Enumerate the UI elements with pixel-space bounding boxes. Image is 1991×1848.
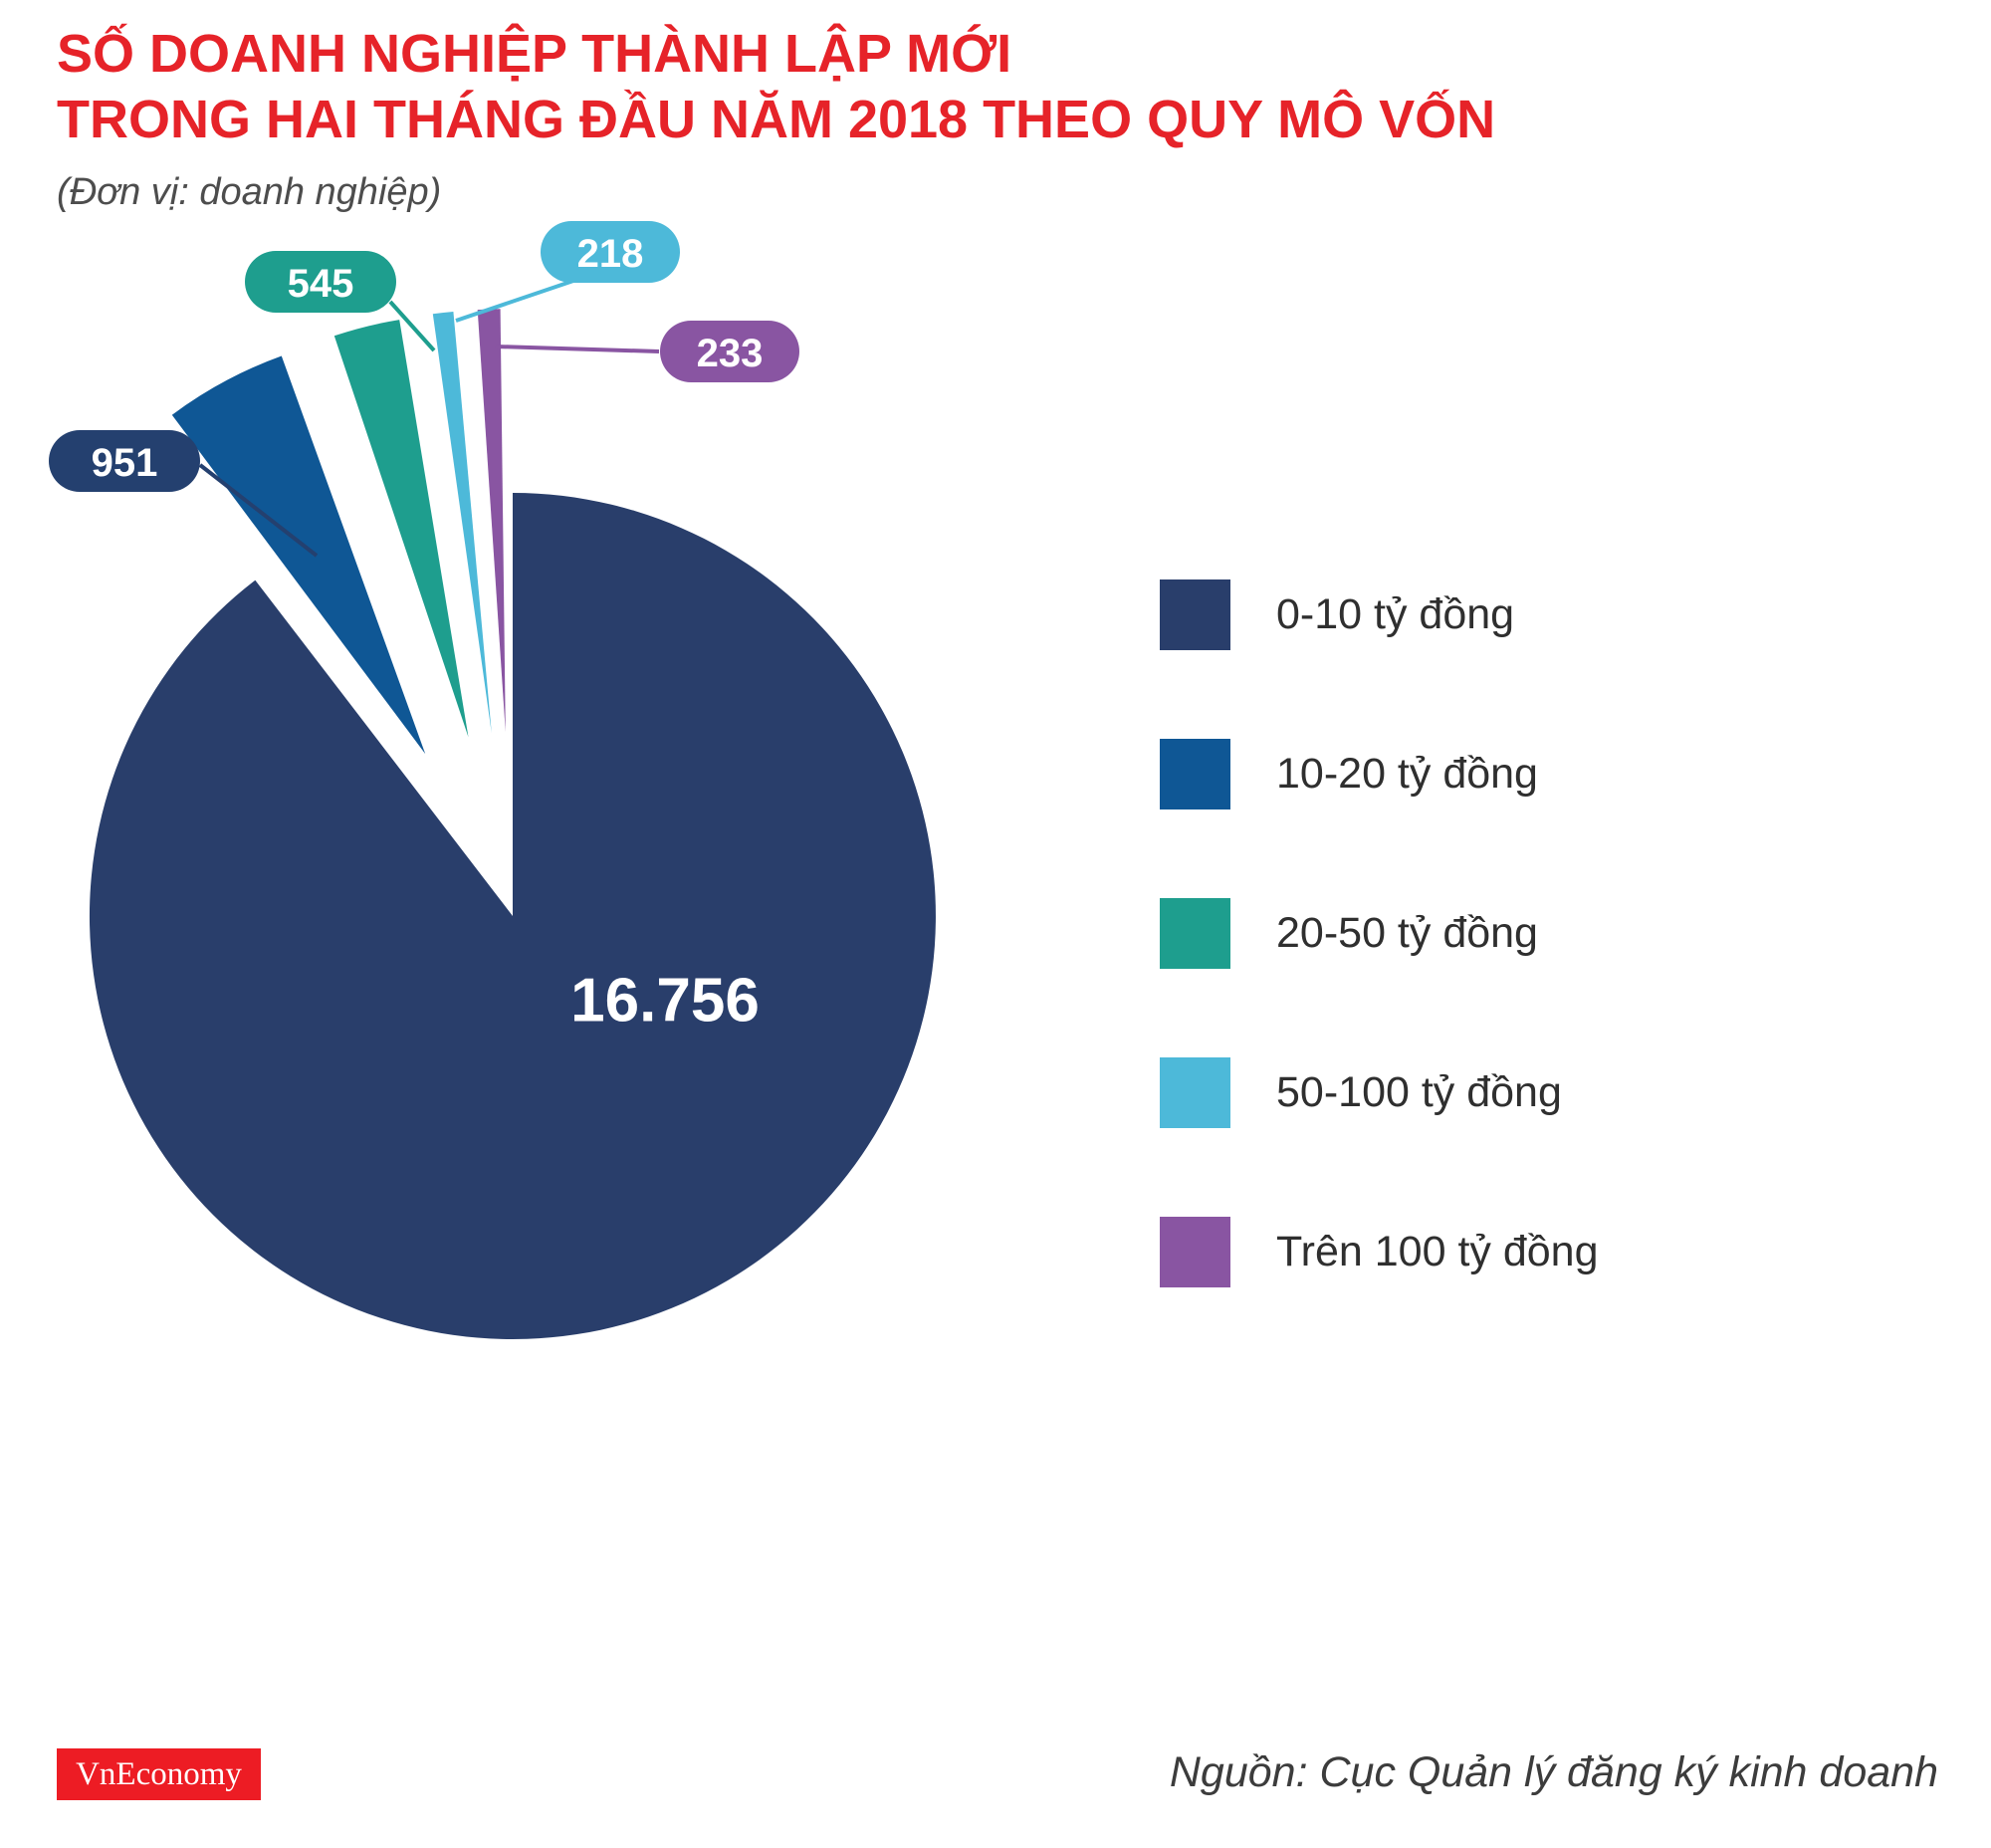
legend-item: 0-10 tỷ đồng <box>1160 579 1599 650</box>
callout-value: 218 <box>577 232 644 276</box>
pie-slice-233 <box>477 309 506 733</box>
legend-label: Trên 100 tỷ đồng <box>1276 1228 1599 1275</box>
legend-item: 10-20 tỷ đồng <box>1160 739 1599 809</box>
callout-value: 233 <box>697 332 764 375</box>
vneconomy-logo-text: VnEconomy <box>76 1755 242 1792</box>
callout-badge <box>541 221 680 283</box>
legend-label: 10-20 tỷ đồng <box>1276 750 1538 798</box>
pie-slice-545 <box>333 320 469 738</box>
pie-slice-16756 <box>89 493 936 1339</box>
legend-label: 20-50 tỷ đồng <box>1276 909 1538 957</box>
callout-badge <box>660 321 799 382</box>
callout-value: 951 <box>92 441 158 485</box>
callout-badge <box>245 251 396 313</box>
chart-subtitle: (Đơn vị: doanh nghiệp) <box>57 171 442 213</box>
callout-line <box>455 279 574 323</box>
legend-swatch <box>1160 898 1230 969</box>
pie-slice-218 <box>432 312 492 734</box>
pie-center-value: 16.756 <box>570 967 760 1036</box>
vneconomy-logo: VnEconomy <box>57 1748 261 1800</box>
pie-slice-951 <box>171 355 426 755</box>
callout-value: 545 <box>288 262 354 306</box>
legend: 0-10 tỷ đồng 10-20 tỷ đồng 20-50 tỷ đồng 50… <box>1160 579 1599 1287</box>
legend-item: Trên 100 tỷ đồng <box>1160 1217 1599 1287</box>
legend-label: 50-100 tỷ đồng <box>1276 1068 1562 1116</box>
legend-swatch <box>1160 1057 1230 1128</box>
legend-item: 50-100 tỷ đồng <box>1160 1057 1599 1128</box>
callout-line <box>198 463 319 558</box>
callout-line <box>388 300 436 352</box>
legend-swatch <box>1160 579 1230 650</box>
legend-swatch <box>1160 1217 1230 1287</box>
chart-title: SỐ DOANH NGHIỆP THÀNH LẬP MỚI TRONG HAI … <box>57 22 1495 153</box>
legend-label: 0-10 tỷ đồng <box>1276 590 1515 638</box>
chart-title-line2: TRONG HAI THÁNG ĐẦU NĂM 2018 THEO QUY MÔ… <box>57 89 1496 149</box>
source-credit: Nguồn: Cục Quản lý đăng ký kinh doanh <box>1169 1748 1938 1796</box>
legend-swatch <box>1160 739 1230 809</box>
callout-line <box>495 345 660 353</box>
callout-badge <box>49 430 200 492</box>
chart-title-line1: SỐ DOANH NGHIỆP THÀNH LẬP MỚI <box>57 24 1012 84</box>
legend-item: 20-50 tỷ đồng <box>1160 898 1599 969</box>
